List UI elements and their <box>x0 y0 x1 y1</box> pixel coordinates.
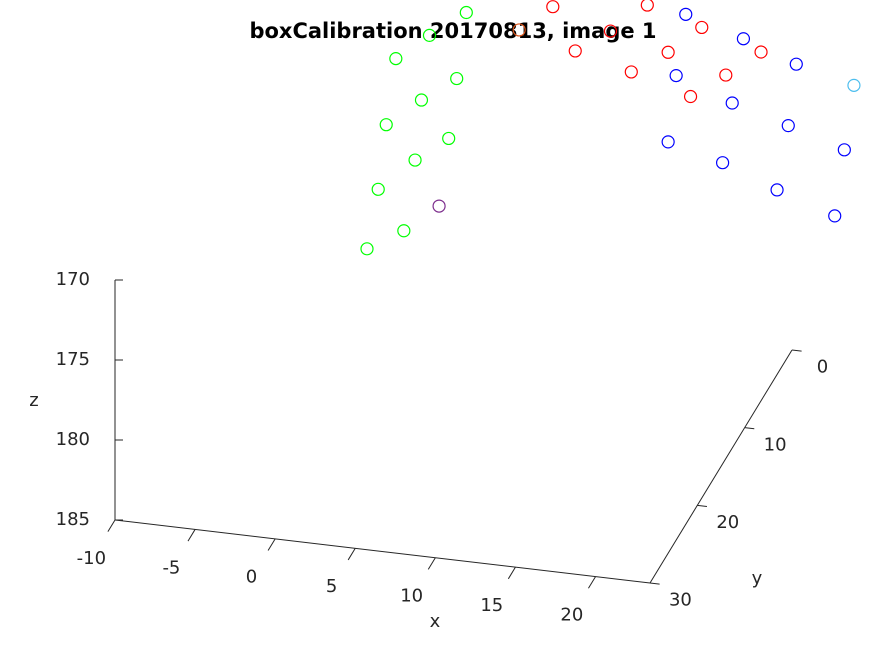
point <box>719 68 733 82</box>
x-tick <box>427 557 436 570</box>
point <box>422 28 437 42</box>
point <box>661 45 675 59</box>
point <box>568 44 582 58</box>
x-tick-label: -10 <box>77 548 106 569</box>
point <box>450 71 464 86</box>
point <box>736 32 751 46</box>
point <box>432 199 446 213</box>
point <box>546 0 560 14</box>
chart-title: boxCalibration 20170813, image 1 <box>249 19 656 43</box>
point <box>781 119 795 133</box>
point <box>414 93 429 107</box>
x-tick <box>267 538 276 551</box>
z-tick-label: 170 <box>56 269 90 290</box>
point <box>379 118 393 132</box>
x-tick <box>507 566 516 580</box>
point <box>603 24 618 38</box>
x-axis-line <box>114 519 651 584</box>
z-tick-label: 185 <box>56 509 90 530</box>
x-tick-label: 10 <box>400 586 423 607</box>
point <box>408 153 422 167</box>
x-tick-label: 20 <box>560 604 583 625</box>
x-tick <box>347 548 356 561</box>
y-axis-line <box>649 349 793 584</box>
y-tick <box>744 427 755 430</box>
point <box>770 183 784 197</box>
point <box>459 5 473 20</box>
point <box>624 65 638 79</box>
point <box>442 131 456 146</box>
z-tick-label: 180 <box>56 429 90 450</box>
y-tick-label: 30 <box>669 590 692 611</box>
point <box>640 0 654 12</box>
z-tick-label: 175 <box>56 349 90 370</box>
z-axis-label: z <box>29 390 38 411</box>
x-tick <box>107 519 116 532</box>
point <box>512 23 526 37</box>
point <box>716 156 730 170</box>
point <box>669 69 683 83</box>
y-tick-label: 20 <box>716 512 739 533</box>
point <box>754 45 768 59</box>
point <box>389 52 403 66</box>
point <box>847 78 861 92</box>
point <box>695 20 709 35</box>
x-tick-label: 5 <box>326 576 337 597</box>
x-tick-label: 0 <box>246 567 257 588</box>
point <box>837 143 851 157</box>
y-tick-label: 0 <box>817 357 828 378</box>
y-tick <box>791 349 802 352</box>
y-tick-label: 10 <box>764 434 787 455</box>
point <box>725 96 739 110</box>
point <box>828 209 842 223</box>
point <box>371 182 385 196</box>
point <box>789 57 803 71</box>
point <box>397 224 411 238</box>
x-tick <box>187 529 196 542</box>
point <box>661 135 675 149</box>
point <box>679 7 693 21</box>
x-tick-label: 15 <box>480 595 503 616</box>
point <box>683 89 698 104</box>
point <box>360 242 374 256</box>
x-tick <box>588 576 596 589</box>
x-tick-label: -5 <box>162 557 180 578</box>
x-axis-label: x <box>430 611 441 632</box>
y-tick <box>697 504 708 507</box>
y-axis-label: y <box>752 568 763 589</box>
y-tick <box>649 582 660 585</box>
